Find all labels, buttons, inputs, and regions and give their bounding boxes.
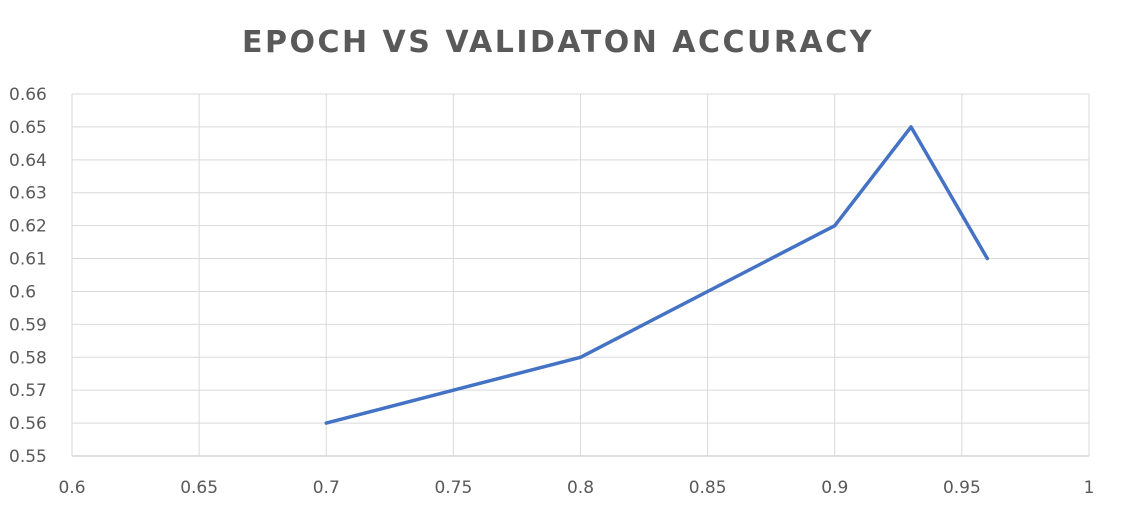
x-tick-label: 0.75 (434, 478, 472, 498)
series-group (324, 125, 990, 425)
y-tick-label: 0.58 (9, 348, 47, 368)
x-tick-label: 0.9 (821, 478, 848, 498)
x-tick-label: 0.65 (180, 478, 218, 498)
y-tick-label: 0.66 (9, 85, 47, 105)
y-tick-label: 0.62 (9, 217, 47, 237)
y-tick-label: 0.55 (9, 447, 47, 467)
y-tick-label: 0.57 (9, 381, 47, 401)
y-tick-label: 0.64 (9, 151, 47, 171)
y-tick-label: 0.59 (9, 315, 47, 335)
y-tick-label: 0.56 (9, 414, 47, 434)
y-tick-label: 0.63 (9, 184, 47, 204)
y-tick-label: 0.65 (9, 118, 47, 138)
y-tick-label: 0.61 (9, 250, 47, 270)
x-gridlines (71, 94, 1090, 456)
chart-title: EPOCH VS VALIDATON ACCURACY (242, 25, 874, 60)
series-line (324, 125, 990, 425)
x-tick-label: 0.8 (567, 478, 594, 498)
y-tick-label: 0.6 (9, 282, 36, 302)
x-axis-tick-labels: 0.6 0.65 0.7 0.75 0.8 0.85 0.9 0.95 1 (58, 478, 1094, 498)
y-axis-tick-labels: 0.66 0.65 0.64 0.63 0.62 0.61 0.6 0.59 0.58 0.57 0… (9, 85, 47, 467)
x-tick-label: 0.85 (689, 478, 727, 498)
x-tick-label: 0.95 (943, 478, 981, 498)
x-tick-label: 0.7 (313, 478, 340, 498)
x-tick-label: 1 (1084, 478, 1095, 498)
x-tick-label: 0.6 (58, 478, 85, 498)
